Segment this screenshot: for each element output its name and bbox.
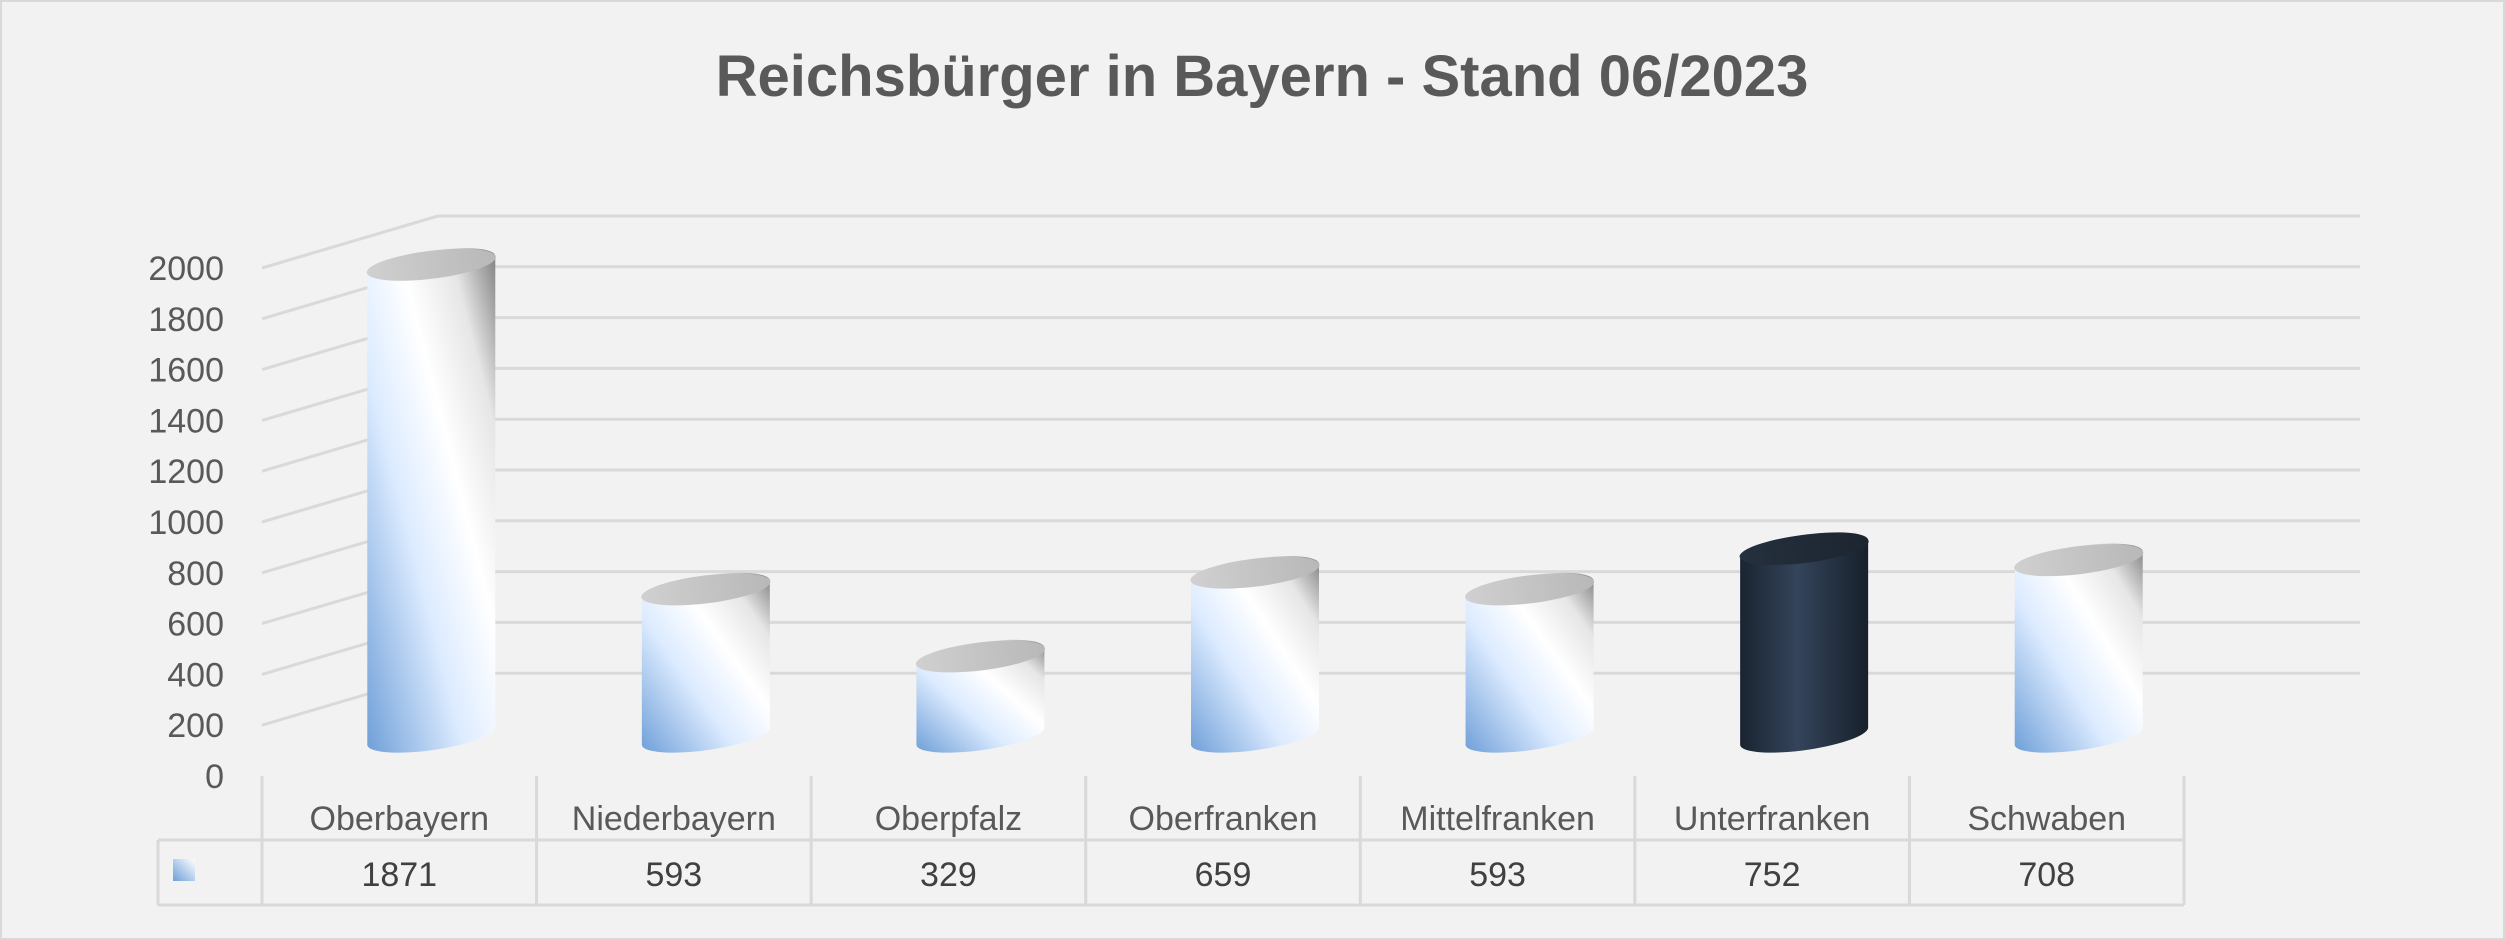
category-label: Unterfranken: [1674, 800, 1871, 838]
bar-body: [367, 248, 496, 753]
chart-title: Reichsbürger in Bayern - Stand 06/2023: [716, 44, 1809, 109]
y-tick-label: 800: [167, 555, 224, 593]
data-label: 329: [920, 856, 977, 894]
y-axis-ticks: 0 200 400 600 800 1000 1200 1400 1600 1800 2000: [148, 250, 224, 796]
legend-key: [173, 859, 195, 881]
y-tick-label: 400: [167, 656, 224, 694]
bar-body: [1740, 532, 1869, 753]
data-label: 593: [1469, 856, 1526, 894]
data-label: 593: [645, 856, 702, 894]
data-label: 752: [1744, 856, 1801, 894]
bar-body: [2014, 543, 2143, 753]
bar-body: [1190, 555, 1320, 753]
bar-top: [366, 248, 496, 281]
bar: [2014, 543, 2144, 753]
y-tick-label: 200: [167, 707, 224, 745]
category-label: Oberbayern: [310, 800, 490, 838]
bar-top: [1465, 573, 1595, 606]
bar-top: [2014, 544, 2144, 577]
data-label: 1871: [361, 856, 437, 894]
y-tick-label: 2000: [148, 250, 224, 288]
data-label: 659: [1195, 856, 1252, 894]
y-tick-label: 1000: [148, 504, 224, 542]
bar: [366, 248, 496, 753]
y-tick-label: 1800: [148, 301, 224, 339]
bar: [915, 639, 1045, 753]
category-label: Mittelfranken: [1400, 800, 1595, 838]
bar: [641, 572, 771, 753]
bar-top: [1190, 556, 1320, 589]
bar-body: [1465, 572, 1594, 753]
category-label: Niederbayern: [572, 800, 776, 838]
category-label: Oberpfalz: [875, 800, 1022, 838]
bar: [1190, 555, 1320, 753]
y-tick-label: 1600: [148, 352, 224, 390]
bar-body: [641, 572, 770, 753]
bar-top: [641, 573, 771, 606]
bar-top: [1739, 532, 1869, 565]
gridline-diagonal: [261, 214, 439, 270]
bars: [366, 248, 2144, 753]
bar: [1465, 572, 1595, 753]
data-label: 708: [2018, 856, 2075, 894]
category-label: Schwaben: [1967, 800, 2126, 838]
y-tick-label: 1200: [148, 453, 224, 491]
bar-top: [915, 640, 1045, 673]
data-table: Oberbayern 1871 Niederbayern 593 Oberpfalz 32…: [156, 776, 2186, 907]
y-tick-label: 1400: [148, 402, 224, 440]
y-tick-label: 600: [167, 606, 224, 644]
y-tick-label: 0: [205, 758, 224, 796]
category-label: Oberfranken: [1129, 800, 1318, 838]
bar: [1739, 532, 1869, 753]
